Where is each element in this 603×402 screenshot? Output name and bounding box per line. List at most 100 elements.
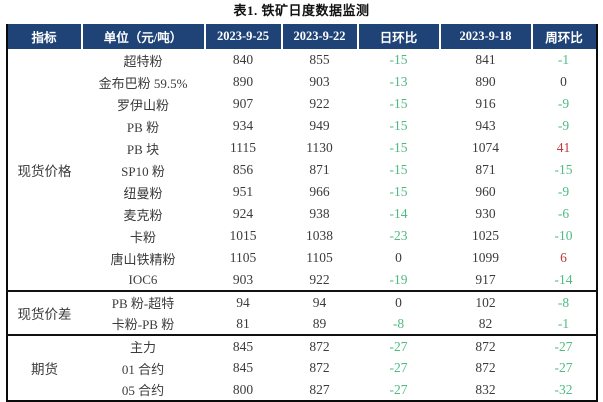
indicator-name: 01 合约 [121, 361, 165, 377]
value-0918: 943 [475, 118, 496, 133]
indicator-name: 唐山铁精粉 [110, 251, 176, 267]
value-0918: 102 [439, 290, 532, 313]
value-wow: -1 [557, 315, 570, 331]
value-wow: -27 [554, 360, 573, 375]
indicator-name: 麦克粉 [123, 207, 163, 223]
indicator-name: 超特粉 [123, 53, 163, 69]
indicator-name: 主力 [81, 334, 205, 357]
value-0922: 872 [309, 360, 330, 375]
table-row: 现货价差 PB 粉-超特 94 94 0 102 -8 [6, 290, 597, 335]
table-row: PB 粉 934 949 -15 943 -9 [7, 115, 597, 137]
value-dod: -14 [389, 206, 408, 221]
value-wow: 0 [560, 74, 567, 89]
value-0922: 922 [309, 96, 330, 111]
value-0922: 938 [309, 206, 330, 221]
indicator-name: SP10 粉 [121, 163, 165, 179]
value-0922: 855 [309, 52, 330, 67]
indicator-name: IOC6 [128, 271, 158, 287]
value-0918: 1099 [472, 250, 499, 265]
value-0925: 1015 [229, 228, 257, 243]
table-row: IOC6 903 922 -19 917 -14 [7, 269, 597, 291]
indicator-name: 05 合约 [121, 383, 165, 398]
col-header-date-0922: 2023-9-22 [281, 24, 359, 49]
value-dod: -19 [389, 271, 408, 287]
value-0922: 94 [281, 290, 358, 313]
group-label-spot-spread: 现货价差 [6, 290, 82, 335]
value-0922: 903 [309, 74, 330, 89]
value-0925: 800 [232, 381, 254, 397]
value-wow: -8 [531, 290, 597, 313]
value-0922: 922 [309, 271, 330, 287]
value-0925: 840 [232, 52, 254, 67]
col-header-dod: 日环比 [357, 24, 441, 49]
value-wow: -9 [557, 96, 570, 111]
value-0918: 930 [475, 206, 496, 221]
value-0925: 924 [232, 206, 254, 221]
indicator-name: 纽曼粉 [123, 185, 163, 201]
table-row: 01 合约 845 872 -27 872 -27 [7, 357, 597, 379]
value-0925: 94 [204, 290, 282, 313]
value-0918: 872 [475, 360, 496, 375]
iron-ore-daily-table: 指标 单位（元/吨） 2023-9-25 2023-9-22 日环比 2023-… [5, 24, 598, 402]
table-row: SP10 粉 856 871 -15 871 -15 [7, 159, 597, 181]
value-0922: 1105 [306, 250, 333, 265]
value-0925: 845 [204, 334, 282, 357]
value-dod: -27 [389, 360, 408, 375]
value-0922: 966 [309, 184, 330, 199]
value-wow: 41 [556, 140, 571, 155]
indicator-name: PB 粉-超特 [81, 290, 205, 313]
value-0925: 934 [232, 118, 254, 133]
value-dod: -15 [389, 52, 408, 67]
value-0925: 890 [232, 74, 254, 89]
value-0918: 960 [475, 184, 496, 199]
value-dod: -23 [389, 228, 408, 243]
value-0918: 872 [439, 334, 532, 357]
col-header-date-0918: 2023-9-18 [439, 24, 533, 49]
value-wow: -9 [557, 184, 570, 199]
value-0918: 841 [475, 52, 496, 67]
table-row: 卡粉 1015 1038 -23 1025 -10 [7, 225, 597, 247]
value-0922: 827 [309, 381, 330, 397]
col-header-wow: 周环比 [531, 24, 597, 49]
table-row: 期货 主力 845 872 -27 872 -27 [6, 334, 597, 401]
value-dod: -15 [389, 184, 408, 199]
value-0922: 871 [309, 162, 330, 177]
group-label-spot-price: 现货价格 [17, 163, 72, 179]
value-0918: 916 [475, 96, 496, 111]
value-0925: 903 [232, 271, 254, 287]
value-0925: 907 [232, 96, 254, 111]
value-0918: 890 [475, 74, 496, 89]
value-wow: -27 [531, 334, 597, 357]
indicator-name: 卡粉-PB 粉 [111, 317, 175, 332]
value-0925: 856 [232, 162, 254, 177]
value-dod: -15 [389, 118, 408, 133]
col-header-indicator: 指标 [6, 24, 83, 49]
value-wow: -32 [554, 381, 573, 397]
value-0925: 81 [236, 315, 250, 331]
header-row: 指标 单位（元/吨） 2023-9-25 2023-9-22 日环比 2023-… [6, 24, 597, 49]
value-0918: 1025 [472, 228, 499, 243]
indicator-name: PB 粉 [126, 119, 160, 135]
value-wow: -14 [554, 271, 573, 287]
table-row: 罗伊山粉 907 922 -15 916 -9 [7, 93, 597, 115]
value-wow: -9 [557, 118, 570, 133]
table-row: 金布巴粉 59.5% 890 903 -13 890 0 [7, 71, 597, 93]
table-row: 唐山铁精粉 1105 1105 0 1099 6 [7, 247, 597, 269]
value-0925: 951 [232, 184, 254, 199]
value-dod: -27 [357, 334, 440, 357]
value-wow: -1 [557, 52, 570, 67]
indicator-name: 卡粉 [129, 229, 156, 245]
table-row: 05 合约 800 827 -27 832 -32 [7, 379, 597, 401]
value-dod: -15 [389, 140, 408, 155]
value-0922: 1130 [306, 140, 333, 155]
indicator-name: 罗伊山粉 [116, 97, 169, 113]
indicator-name: 金布巴粉 59.5% [98, 75, 188, 91]
value-wow: 6 [560, 250, 567, 265]
value-dod: -13 [389, 74, 408, 89]
value-0918: 871 [475, 162, 496, 177]
table-row: 纽曼粉 951 966 -15 960 -9 [7, 181, 597, 203]
value-0918: 832 [475, 381, 496, 397]
value-0925: 845 [232, 360, 254, 375]
value-wow: -6 [557, 206, 570, 221]
